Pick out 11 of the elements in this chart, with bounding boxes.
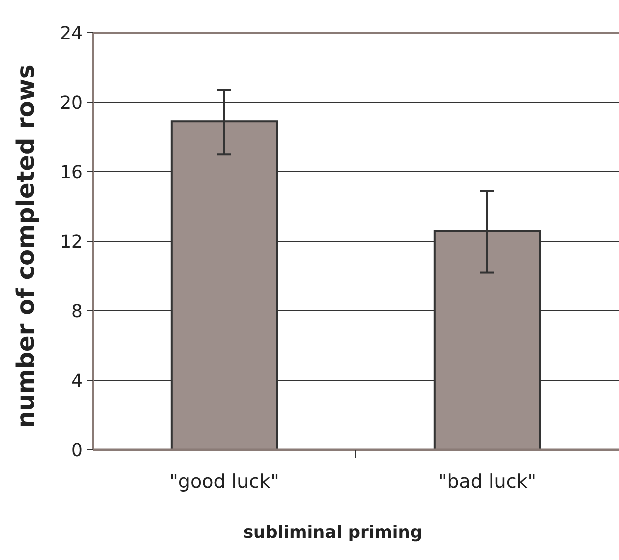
y-tick-label: 24: [60, 23, 83, 44]
y-tick-label: 8: [72, 301, 83, 322]
y-tick-label: 16: [60, 162, 83, 184]
x-tick-label: "good luck": [170, 471, 280, 493]
x-tick-label: "bad luck": [438, 471, 537, 493]
y-tick-label: 12: [60, 232, 83, 253]
x-axis-title: subliminal priming: [243, 523, 423, 543]
y-tick-label: 20: [60, 92, 83, 114]
y-tick-label: 0: [72, 440, 83, 462]
y-axis-title: number of completed rows: [12, 64, 40, 428]
y-tick-label: 4: [72, 370, 83, 392]
